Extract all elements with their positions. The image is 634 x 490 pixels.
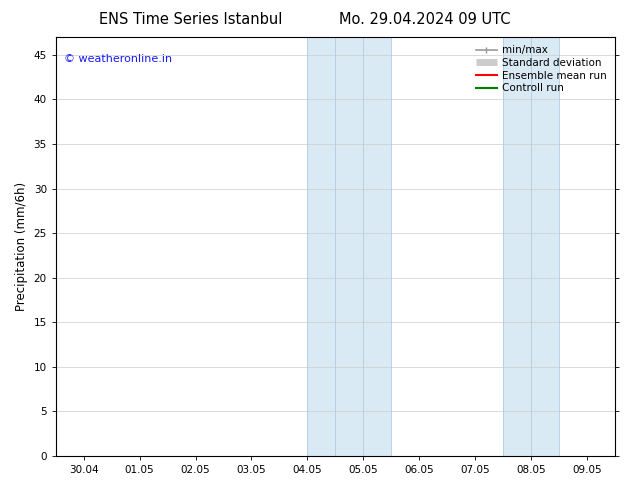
Text: Mo. 29.04.2024 09 UTC: Mo. 29.04.2024 09 UTC [339, 12, 510, 27]
Bar [363, 37, 391, 456]
Bar [531, 37, 559, 456]
Text: ENS Time Series Istanbul: ENS Time Series Istanbul [98, 12, 282, 27]
Bar [335, 37, 363, 456]
Y-axis label: Precipitation (mm/6h): Precipitation (mm/6h) [15, 182, 28, 311]
Bar [307, 37, 335, 456]
Bar [503, 37, 531, 456]
Legend: min/max, Standard deviation, Ensemble mean run, Controll run: min/max, Standard deviation, Ensemble me… [472, 42, 610, 97]
Text: © weatheronline.in: © weatheronline.in [64, 54, 172, 64]
